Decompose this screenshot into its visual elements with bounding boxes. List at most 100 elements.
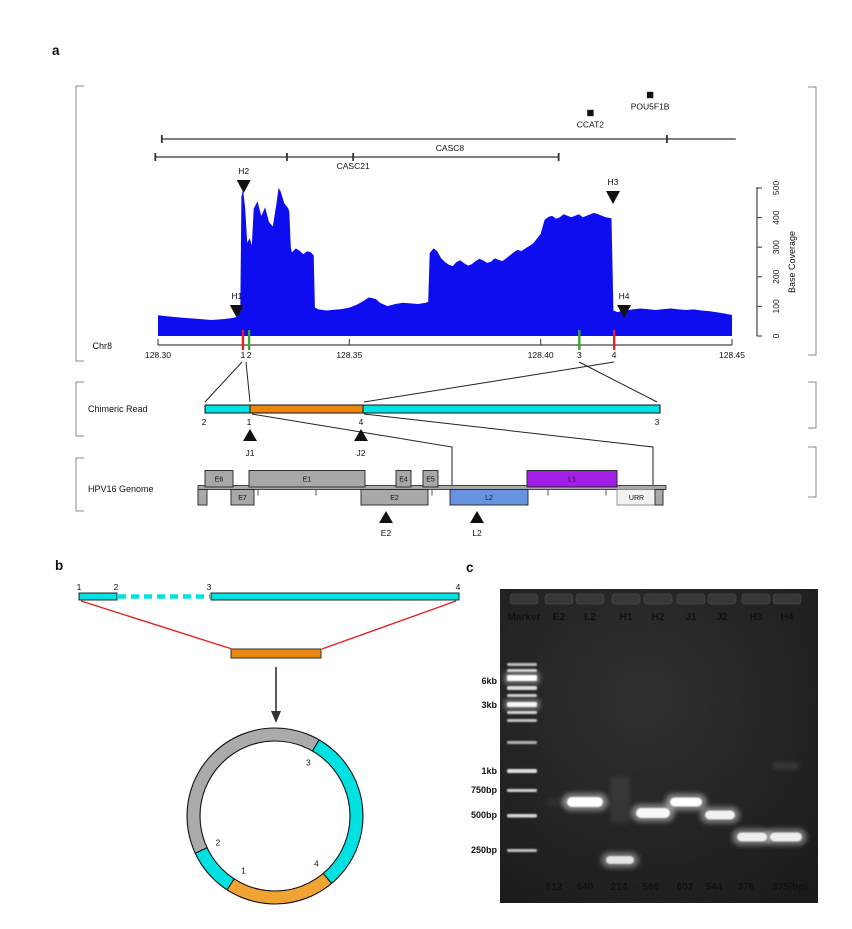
- junction-tick-3: [578, 330, 581, 350]
- hpv-gene-label-L1: L1: [568, 476, 576, 483]
- ladder-band: [507, 694, 537, 697]
- ladder-band: [507, 663, 537, 666]
- panel-a-label: a: [52, 43, 60, 58]
- primer-label-L2: L2: [472, 528, 482, 538]
- gel-well-Marker: [509, 593, 539, 605]
- hpv-gene-label-E7: E7: [238, 495, 247, 502]
- gel-electrophoresis: Marker E2 L2 H1 H2 J1 J2 H3 H4 612 640 214 566 607 544…: [471, 589, 818, 903]
- gene-label: CASC8: [436, 143, 465, 153]
- gel-lane-label-L2: L2: [584, 612, 596, 623]
- gel-marker-size-500bp: 500bp: [471, 810, 498, 820]
- b-breakpoint-4: 4: [456, 582, 461, 592]
- connector-3: [578, 361, 658, 403]
- hpv-gene-box-E1: [248, 470, 366, 488]
- hpv-gene-box-E2: [360, 489, 429, 506]
- circle-segment-gray: [187, 728, 319, 854]
- ladder-band: [507, 789, 537, 792]
- circle-segment-cyan: [312, 739, 363, 884]
- circle-breakpoint-3: 3: [306, 758, 311, 768]
- hpv-gene-label-E2: E2: [390, 495, 399, 502]
- read-segment-orange: [249, 404, 364, 414]
- excised-fragment-bar: [230, 648, 322, 659]
- bracket-chimeric-right: [808, 381, 817, 429]
- hpv-gene-box-E5: [422, 470, 439, 488]
- junction-tick-2: [247, 330, 251, 350]
- connector-2: [204, 361, 243, 403]
- gene-label: CCAT2: [577, 120, 605, 130]
- gel-lane-label-H4: H4: [781, 612, 794, 623]
- gel-well-L2: [575, 593, 605, 605]
- marker-triangle-H3: [605, 191, 620, 204]
- hpv16-genome-map: E6 E7 E1 E2 E4 E5 L2 L1 URR E2 L2: [197, 470, 667, 538]
- linear-read-segment: [78, 592, 118, 601]
- ladder-band: [507, 702, 537, 707]
- breakpoint-number-1: 1: [247, 417, 252, 427]
- connector-read-to-l2: [251, 413, 453, 485]
- read-segment-cyan: [204, 404, 251, 414]
- panel-b-label: b: [55, 558, 63, 573]
- gel-lane-label-Marker: Marker: [508, 612, 541, 623]
- gel-lane-label-H2: H2: [652, 612, 665, 623]
- junction-triangle-J2: [354, 429, 368, 441]
- pcr-band-J2: [705, 810, 735, 820]
- gel-well-H1: [611, 593, 641, 605]
- ladder-band: [507, 814, 537, 818]
- gel-well-E2: [544, 593, 574, 605]
- hpv-gene-label-E4: E4: [399, 476, 408, 483]
- marker-label-H4: H4: [619, 291, 630, 301]
- primer-triangle-L2: [470, 511, 484, 523]
- chimeric-row-label: Chimeric Read: [88, 404, 148, 414]
- gel-size-value-E2: 612: [546, 882, 563, 893]
- y-axis-title: Base Coverage: [787, 231, 797, 293]
- chr-row-label: Chr8: [92, 341, 112, 351]
- coverage-plot: [158, 188, 732, 336]
- junction-number-3: 3: [577, 350, 582, 360]
- y-tick-label: 400: [771, 210, 781, 224]
- y-tick-label: 0: [771, 333, 781, 338]
- marker-triangle-H1: [229, 305, 244, 318]
- gel-size-value-J1: 607: [677, 882, 694, 893]
- hpv-gene-box-E4: [395, 470, 412, 488]
- hpv-gene-box-cap: [197, 489, 208, 506]
- hpv-row-label: HPV16 Genome: [88, 484, 154, 494]
- gene-label: POU5F1B: [631, 102, 670, 112]
- bracket-coverage-left: [75, 85, 84, 362]
- hpv-gene-label-E6: E6: [215, 476, 224, 483]
- gel-noise-texture: [500, 589, 818, 903]
- circle-segment-cyan: [195, 847, 235, 890]
- x-axis-ticks: 128.30 128.35 128.40 128.45: [145, 339, 745, 360]
- connector-4: [363, 361, 615, 403]
- circle-breakpoint-4: 4: [314, 859, 319, 869]
- hpv-gene-box-E7: [230, 489, 255, 506]
- gel-well-J1: [676, 593, 706, 605]
- gel-lane-label-J2: J2: [716, 612, 728, 623]
- hpv-gene-box-L2: [449, 489, 529, 506]
- marker-label-H3: H3: [608, 177, 619, 187]
- y-tick-label: 500: [771, 181, 781, 195]
- gel-marker-size-3kb: 3kb: [481, 700, 497, 710]
- circle-junction-line: [195, 847, 208, 854]
- bracket-coverage-right: [808, 86, 817, 356]
- connector-lines: [204, 361, 658, 485]
- junction-triangle-J1: [243, 429, 257, 441]
- hybrid-capture-markers: H1 H2 H3 H4: [229, 166, 632, 318]
- pcr-band-H1: [606, 856, 634, 864]
- gel-marker-size-750bp: 750bp: [471, 785, 498, 795]
- gel-size-value-L2: 640: [577, 882, 594, 893]
- junction-number-1: 1: [241, 350, 246, 360]
- ladder-band: [507, 849, 537, 852]
- gel-smear: [610, 777, 630, 823]
- ladder-band: [507, 719, 537, 722]
- b-breakpoint-2: 2: [114, 582, 119, 592]
- gene-point: [587, 109, 594, 117]
- y-tick-label: 100: [771, 299, 781, 313]
- hpv-gene-label-E5: E5: [426, 476, 435, 483]
- section-brackets: [75, 85, 817, 512]
- bracket-chimeric-left: [75, 381, 84, 437]
- gene-annotation-track: CASC8 CASC21 CCAT2 POU5F1B: [154, 91, 736, 171]
- x-tick-label: 128.45: [719, 350, 745, 360]
- gel-marker-size-6kb: 6kb: [481, 676, 497, 686]
- x-tick-label: 128.30: [145, 350, 171, 360]
- ladder-band: [507, 711, 537, 714]
